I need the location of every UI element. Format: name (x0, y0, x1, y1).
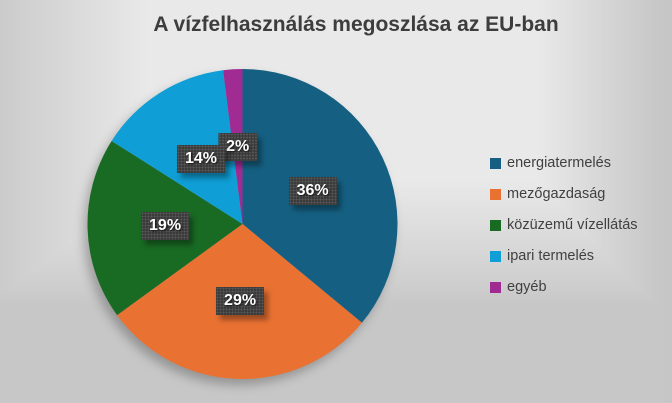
legend-item-mezőgazdaság: mezőgazdaság (490, 185, 638, 204)
legend-label: mezőgazdaság (507, 186, 606, 202)
legend-item-közüzemű vízellátás: közüzemű vízellátás (490, 216, 638, 235)
legend-label: ipari termelés (507, 248, 595, 264)
legend-item-energiatermelés: energiatermelés (490, 154, 638, 173)
legend-swatch-icon (490, 282, 501, 293)
legend-swatch-icon (490, 189, 501, 200)
chart-title: A vízfelhasználás megoszlása az EU-ban (153, 13, 559, 36)
legend-item-egyéb: egyéb (490, 278, 638, 297)
legend-swatch-icon (490, 158, 501, 169)
legend-label: egyéb (507, 279, 547, 295)
legend-swatch-icon (490, 251, 501, 262)
legend-label: közüzemű vízellátás (507, 217, 638, 233)
legend-item-ipari termelés: ipari termelés (490, 247, 638, 266)
legend: energiatermelés mezőgazdaság közüzemű víze… (490, 154, 638, 297)
legend-label: energiatermelés (507, 155, 611, 171)
legend-swatch-icon (490, 220, 501, 231)
